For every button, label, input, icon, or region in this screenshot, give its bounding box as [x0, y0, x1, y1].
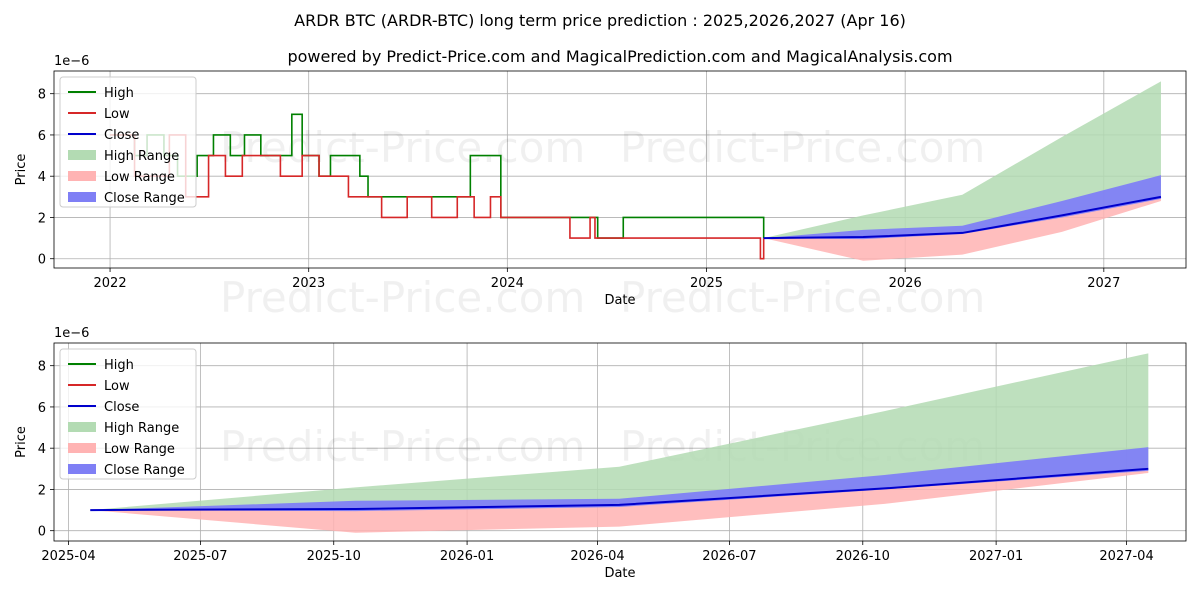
watermark-text: Predict-Price.com	[220, 123, 585, 172]
legend-label: Close Range	[104, 463, 185, 478]
legend-label: High	[104, 86, 134, 101]
legend-label: High Range	[104, 149, 179, 164]
x-tick-label: 2027-04	[1099, 549, 1153, 564]
close-line	[763, 195, 1162, 240]
x-tick-label: 2026-04	[570, 549, 624, 564]
watermark-text: Predict-Price.com	[220, 273, 585, 322]
legend-label: Low	[104, 107, 130, 122]
x-tick-label: 2026	[889, 276, 922, 291]
y-tick-label: 2	[38, 483, 46, 498]
legend: High Low Close High Range Low Range Close Ran…	[59, 348, 197, 480]
low-line	[110, 134, 765, 260]
watermark-text: Predict-Price.com	[620, 273, 985, 322]
y-tick-label: 0	[38, 525, 46, 540]
legend-swatch	[68, 443, 96, 453]
chart-subtitle: powered by Predict-Price.com and Magical…	[287, 47, 952, 66]
y-scale-label: 1e−6	[54, 326, 89, 341]
close-range-area	[763, 175, 1161, 240]
y-tick-label: 6	[38, 129, 46, 144]
close-line	[90, 467, 1149, 512]
chart-title: ARDR BTC (ARDR-BTC) long term price pred…	[294, 11, 906, 30]
x-tick-label: 2023	[292, 276, 325, 291]
watermark-text: Predict-Price.com	[620, 123, 985, 172]
legend-label: High	[104, 358, 134, 373]
x-tick-label: 2027-01	[969, 549, 1023, 564]
low-range-area	[90, 468, 1149, 533]
y-scale-label: 1e−6	[54, 54, 89, 69]
legend-swatch	[68, 171, 96, 181]
x-axis-label: Date	[604, 293, 635, 308]
legend-label: Close Range	[104, 191, 185, 206]
y-tick-label: 4	[38, 442, 46, 457]
y-axis-label: Price	[14, 154, 29, 186]
x-tick-label: 2027	[1087, 276, 1120, 291]
y-tick-label: 8	[38, 360, 46, 375]
low-range-area	[763, 196, 1161, 261]
y-tick-label: 2	[38, 211, 46, 226]
y-tick-label: 0	[38, 253, 46, 268]
x-axis-label: Date	[604, 566, 635, 581]
legend-swatch	[68, 422, 96, 432]
high-range-area	[763, 81, 1161, 239]
plot-frame	[53, 342, 1187, 542]
legend-label: Close	[104, 400, 139, 415]
y-tick-label: 4	[38, 170, 46, 185]
legend-swatch	[68, 150, 96, 160]
top-chart-panel: 2022 2023 2024 2025 2026 2027 0 2 4 6 8 Predict-Pri…	[14, 54, 1187, 322]
x-tick-label: 2025-04	[41, 549, 95, 564]
legend-swatch	[68, 464, 96, 474]
x-tick-label: 2026-07	[702, 549, 756, 564]
legend-label: High Range	[104, 421, 179, 436]
legend-label: Close	[104, 128, 139, 143]
x-tick-label: 2026-10	[836, 549, 890, 564]
legend-label: Low Range	[104, 442, 175, 457]
x-tick-label: 2025-10	[307, 549, 361, 564]
x-tick-label: 2024	[491, 276, 524, 291]
bottom-chart-panel: 2025-04 2025-07 2025-10 2026-01 2026-04 2026-…	[14, 326, 1187, 581]
legend: High Low Close High Range Low Range Close Ran…	[59, 76, 197, 208]
y-tick-label: 8	[38, 88, 46, 103]
x-tick-label: 2025	[690, 276, 723, 291]
legend-label: Low	[104, 379, 130, 394]
plot-frame	[53, 70, 1187, 269]
x-tick-label: 2026-01	[440, 549, 494, 564]
y-tick-label: 6	[38, 401, 46, 416]
legend-label: Low Range	[104, 170, 175, 185]
legend-swatch	[68, 192, 96, 202]
watermark-text: Predict-Price.com	[220, 422, 585, 471]
high-range-area	[90, 353, 1149, 511]
close-range-area	[90, 447, 1149, 512]
y-axis-label: Price	[14, 426, 29, 458]
x-tick-label: 2022	[94, 276, 127, 291]
x-tick-label: 2025-07	[173, 549, 227, 564]
